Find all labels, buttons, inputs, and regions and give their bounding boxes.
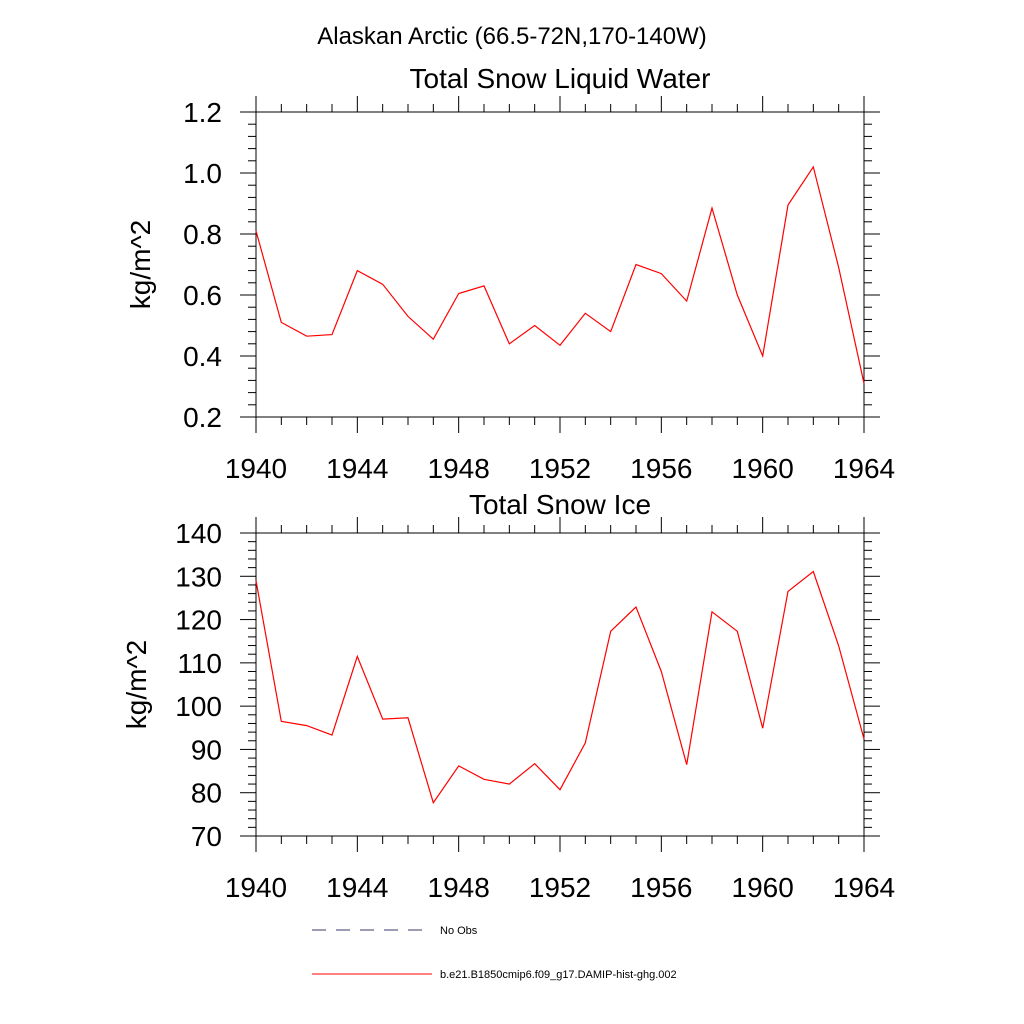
panel-snow-liquid-water: Total Snow Liquid Water kg/m^2 1940 1944 194…	[125, 63, 895, 484]
x-tick-label: 1944	[326, 872, 388, 903]
x-tick-label: 1964	[833, 872, 895, 903]
plot-frame	[255, 111, 865, 418]
x-tick-label: 1964	[833, 453, 895, 484]
x-tick-label: 1960	[732, 872, 794, 903]
series-line	[255, 570, 865, 805]
y-tick-label: 1.0	[183, 158, 222, 189]
y-axis-label: kg/m^2	[125, 220, 156, 309]
y-tick-label: 140	[175, 518, 222, 549]
x-tick-label: 1944	[326, 453, 388, 484]
y-axis-label: kg/m^2	[121, 640, 152, 729]
legend-label-no-obs: No Obs	[440, 925, 478, 937]
panel-title: Total Snow Ice	[469, 489, 651, 520]
y-tick-label: 80	[191, 778, 222, 809]
legend-label-model-run: b.e21.B1850cmip6.f09_g17.DAMIP-hist-ghg.…	[440, 969, 677, 981]
y-tick-label: 0.8	[183, 219, 222, 250]
x-tick-label: 1948	[428, 453, 490, 484]
x-tick-label: 1952	[529, 453, 591, 484]
y-tick-label: 90	[191, 734, 222, 765]
legend: No Obs b.e21.B1850cmip6.f09_g17.DAMIP-hi…	[312, 925, 677, 981]
panel-title: Total Snow Liquid Water	[410, 63, 711, 94]
panel-snow-ice: Total Snow Ice kg/m^2 1940 1944 1948 1952 1956…	[121, 489, 895, 903]
y-tick-label: 130	[175, 561, 222, 592]
x-tick-label: 1948	[428, 872, 490, 903]
x-tick-label: 1956	[630, 872, 692, 903]
x-tick-label: 1952	[529, 872, 591, 903]
y-tick-label: 120	[175, 605, 222, 636]
y-tick-label: 100	[175, 691, 222, 722]
y-tick-label: 0.6	[183, 280, 222, 311]
x-tick-label: 1960	[732, 453, 794, 484]
y-tick-label: 0.4	[183, 341, 222, 372]
x-tick-label: 1940	[225, 453, 287, 484]
series-line	[255, 165, 865, 384]
y-tick-label: 1.2	[183, 97, 222, 128]
y-tick-label: 0.2	[183, 402, 222, 433]
y-tick-label: 110	[177, 648, 222, 679]
x-tick-label: 1940	[225, 872, 287, 903]
x-tick-label: 1956	[630, 453, 692, 484]
figure-title: Alaskan Arctic (66.5-72N,170-140W)	[317, 23, 707, 50]
y-tick-label: 70	[191, 821, 222, 852]
